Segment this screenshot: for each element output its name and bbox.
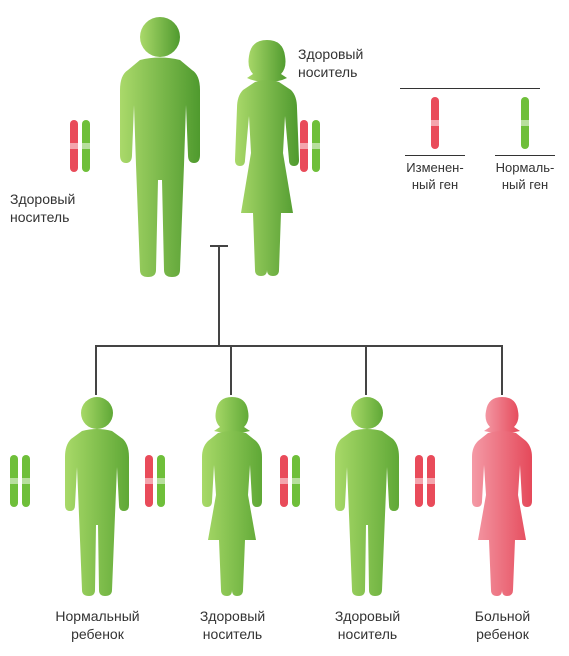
child3-chromosomes [280,455,300,507]
mother-label: Здоровый носитель [298,45,363,81]
child1-chromosomes [10,455,30,507]
children-hline [95,345,503,347]
father-label: Здоровый носитель [10,190,75,226]
child2-figure [190,395,274,600]
mother-chromosomes [300,120,320,172]
diagram-root: Здоровый носитель Здоровый носитель Изме… [0,0,569,656]
child4-label: Больной ребенок [455,607,550,643]
child2-label: Здоровый носитель [185,607,280,643]
child1-vline [95,345,97,395]
father-figure [110,15,210,280]
child4-figure [460,395,544,600]
child2-chromosomes [145,455,165,507]
child1-figure [55,395,139,600]
child4-vline [501,345,503,395]
main-vline [218,245,220,345]
child2-vline [230,345,232,395]
father-chromosomes [70,120,90,172]
child1-label: Нормальный ребенок [50,607,145,643]
legend-normal-chromosome [521,97,529,149]
child3-vline [365,345,367,395]
child4-chromosomes [415,455,435,507]
legend-mutant-chromosome [431,97,439,149]
legend-normal-label: Нормаль- ный ген [496,160,555,194]
child3-label: Здоровый носитель [320,607,415,643]
legend-mutant-label: Изменен- ный ген [406,160,463,194]
legend: Изменен- ный ген Нормаль- ный ген [400,88,560,194]
child3-figure [325,395,409,600]
